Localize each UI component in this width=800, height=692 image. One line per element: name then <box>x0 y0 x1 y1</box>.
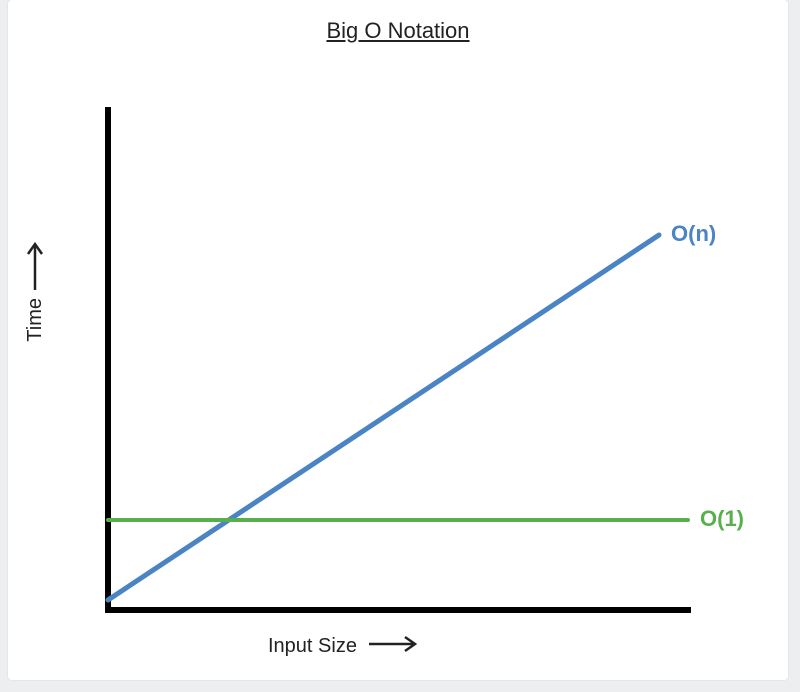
series-label-o1: O(1) <box>700 506 744 532</box>
x-axis-label-group: Input Size <box>268 635 419 658</box>
arrow-right-icon <box>367 635 419 658</box>
x-axis-label: Input Size <box>268 635 357 658</box>
chart-card: Big O Notation Time O(n) O(1) Input Size <box>8 0 788 680</box>
chart-title: Big O Notation <box>8 18 788 44</box>
y-axis-label: Time <box>24 298 47 342</box>
arrow-up-icon <box>26 240 44 292</box>
series-label-on: O(n) <box>671 221 716 247</box>
chart-plot-area: Time O(n) O(1) Input Size <box>68 80 768 680</box>
chart-svg <box>68 80 768 680</box>
y-axis-label-group: Time <box>20 240 50 440</box>
